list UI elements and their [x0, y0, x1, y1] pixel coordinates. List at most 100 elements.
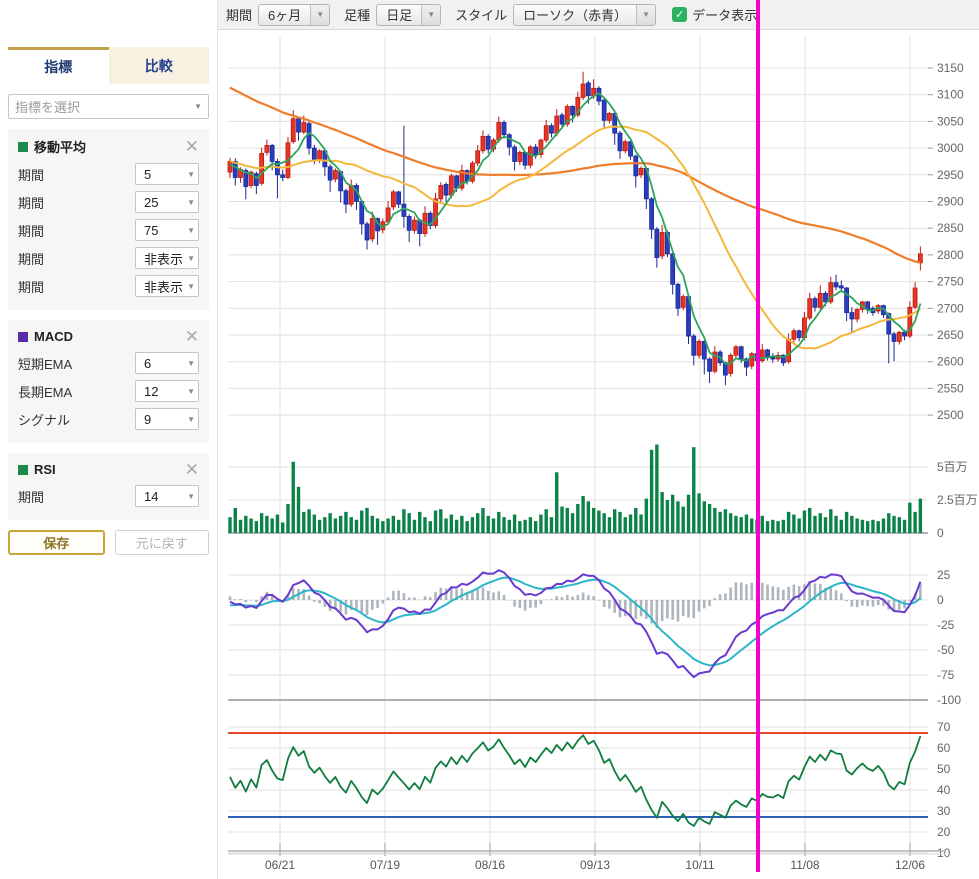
chevron-down-icon: ▼ [421, 5, 440, 25]
volume-layer [228, 445, 922, 533]
candles-layer [228, 72, 922, 385]
ma25-line [230, 127, 920, 349]
svg-text:07/19: 07/19 [370, 858, 400, 872]
svg-text:60: 60 [937, 741, 951, 755]
save-button[interactable]: 保存 [8, 530, 105, 555]
svg-text:2.5百万: 2.5百万 [937, 493, 978, 507]
svg-text:30: 30 [937, 804, 951, 818]
select-value: 25 [144, 195, 187, 210]
chevron-down-icon: ▼ [310, 5, 329, 25]
row-label: 長期EMA [18, 382, 72, 401]
svg-text:09/13: 09/13 [580, 858, 610, 872]
section-rsi: RSI ✕ 期間 14▼ [8, 453, 209, 520]
svg-text:12/06: 12/06 [895, 858, 925, 872]
svg-text:2750: 2750 [937, 275, 964, 289]
svg-text:-100: -100 [937, 693, 961, 707]
section-macd: MACD ✕ 短期EMA 6▼ 長期EMA 12▼ シグナル 9▼ [8, 320, 209, 443]
svg-text:3000: 3000 [937, 141, 964, 155]
series-layer [228, 72, 928, 826]
chevron-down-icon: ▼ [194, 102, 202, 111]
row-label: 期間 [18, 165, 44, 184]
rsi-period-select[interactable]: 14▼ [135, 485, 199, 507]
ma-period-4-select[interactable]: 非表示▼ [135, 247, 199, 269]
svg-text:2600: 2600 [937, 355, 964, 369]
macd-layer [229, 570, 922, 677]
svg-text:2950: 2950 [937, 168, 964, 182]
macd-slow-row: 長期EMA 12▼ [18, 377, 199, 405]
svg-text:10/11: 10/11 [685, 858, 714, 872]
ma-period-row: 期間 非表示▼ [18, 244, 199, 272]
svg-text:50: 50 [937, 762, 951, 776]
chevron-down-icon: ▼ [187, 198, 195, 207]
close-icon[interactable]: ✕ [185, 328, 199, 345]
svg-text:06/21: 06/21 [265, 858, 295, 872]
svg-text:3050: 3050 [937, 114, 964, 128]
sidebar-tabs: 指標 比較 [8, 47, 209, 84]
row-label: 期間 [18, 193, 44, 212]
macd-fast-select[interactable]: 6▼ [135, 352, 199, 374]
row-label: 期間 [18, 277, 44, 296]
ma-period-5-select[interactable]: 非表示▼ [135, 275, 199, 297]
bar-type-dropdown[interactable]: 日足 ▼ [376, 4, 441, 26]
style-value: ローソク（赤青） [514, 5, 636, 25]
chevron-down-icon: ▼ [187, 282, 195, 291]
macd-slow-select[interactable]: 12▼ [135, 380, 199, 402]
svg-text:0: 0 [937, 526, 944, 540]
svg-text:11/08: 11/08 [790, 858, 819, 872]
row-label: 期間 [18, 487, 44, 506]
close-icon[interactable]: ✕ [185, 461, 199, 478]
row-label: 期間 [18, 249, 44, 268]
row-label: 期間 [18, 221, 44, 240]
svg-text:2700: 2700 [937, 301, 964, 315]
bar-type-value: 日足 [377, 5, 421, 25]
data-display-checkbox[interactable]: ✓ [672, 7, 687, 22]
macd-fast-row: 短期EMA 6▼ [18, 349, 199, 377]
svg-text:3150: 3150 [937, 61, 964, 75]
svg-text:2500: 2500 [937, 408, 964, 422]
close-icon[interactable]: ✕ [185, 138, 199, 155]
ma-period-row: 期間 5▼ [18, 160, 199, 188]
tab-compare[interactable]: 比較 [109, 47, 210, 84]
svg-text:3100: 3100 [937, 88, 964, 102]
select-value: 12 [144, 384, 187, 399]
svg-text:2900: 2900 [937, 195, 964, 209]
svg-text:-75: -75 [937, 668, 955, 682]
row-label: 短期EMA [18, 354, 72, 373]
chevron-down-icon: ▼ [187, 359, 195, 368]
period-value: 6ヶ月 [259, 5, 310, 25]
grid-layer [228, 36, 928, 853]
chevron-down-icon: ▼ [187, 415, 195, 424]
svg-text:40: 40 [937, 783, 951, 797]
chevron-down-icon: ▼ [187, 226, 195, 235]
select-value: 非表示 [144, 249, 187, 268]
tab-indicators[interactable]: 指標 [8, 47, 109, 84]
indicator-select[interactable]: 指標を選択 ▼ [8, 94, 209, 119]
svg-text:2550: 2550 [937, 381, 964, 395]
rsi-period-row: 期間 14▼ [18, 482, 199, 510]
section-title: 移動平均 [34, 137, 185, 156]
ma-period-row: 期間 25▼ [18, 188, 199, 216]
rsi-color-swatch [18, 465, 28, 475]
macd-signal-select[interactable]: 9▼ [135, 408, 199, 430]
ma-period-1-select[interactable]: 5▼ [135, 163, 199, 185]
ma5-line [230, 93, 920, 364]
svg-text:2650: 2650 [937, 328, 964, 342]
indicator-select-placeholder: 指標を選択 [15, 97, 194, 116]
ma-period-2-select[interactable]: 25▼ [135, 191, 199, 213]
ma-period-row: 期間 75▼ [18, 216, 199, 244]
data-display-label: データ表示 [692, 5, 757, 24]
crosshair-line [756, 0, 760, 872]
reset-button[interactable]: 元に戻す [115, 530, 210, 555]
select-value: 5 [144, 167, 187, 182]
select-value: 6 [144, 356, 187, 371]
ma75-line [230, 88, 920, 263]
bar-type-label: 足種 [344, 5, 370, 24]
chevron-down-icon: ▼ [636, 5, 655, 25]
style-label: スタイル [455, 5, 507, 24]
style-dropdown[interactable]: ローソク（赤青） ▼ [513, 4, 656, 26]
section-moving-average: 移動平均 ✕ 期間 5▼ 期間 25▼ 期間 75▼ 期間 非表示▼ 期間 非表… [8, 129, 209, 310]
svg-text:-50: -50 [937, 643, 955, 657]
period-dropdown[interactable]: 6ヶ月 ▼ [258, 4, 330, 26]
ma-period-row: 期間 非表示▼ [18, 272, 199, 300]
ma-period-3-select[interactable]: 75▼ [135, 219, 199, 241]
